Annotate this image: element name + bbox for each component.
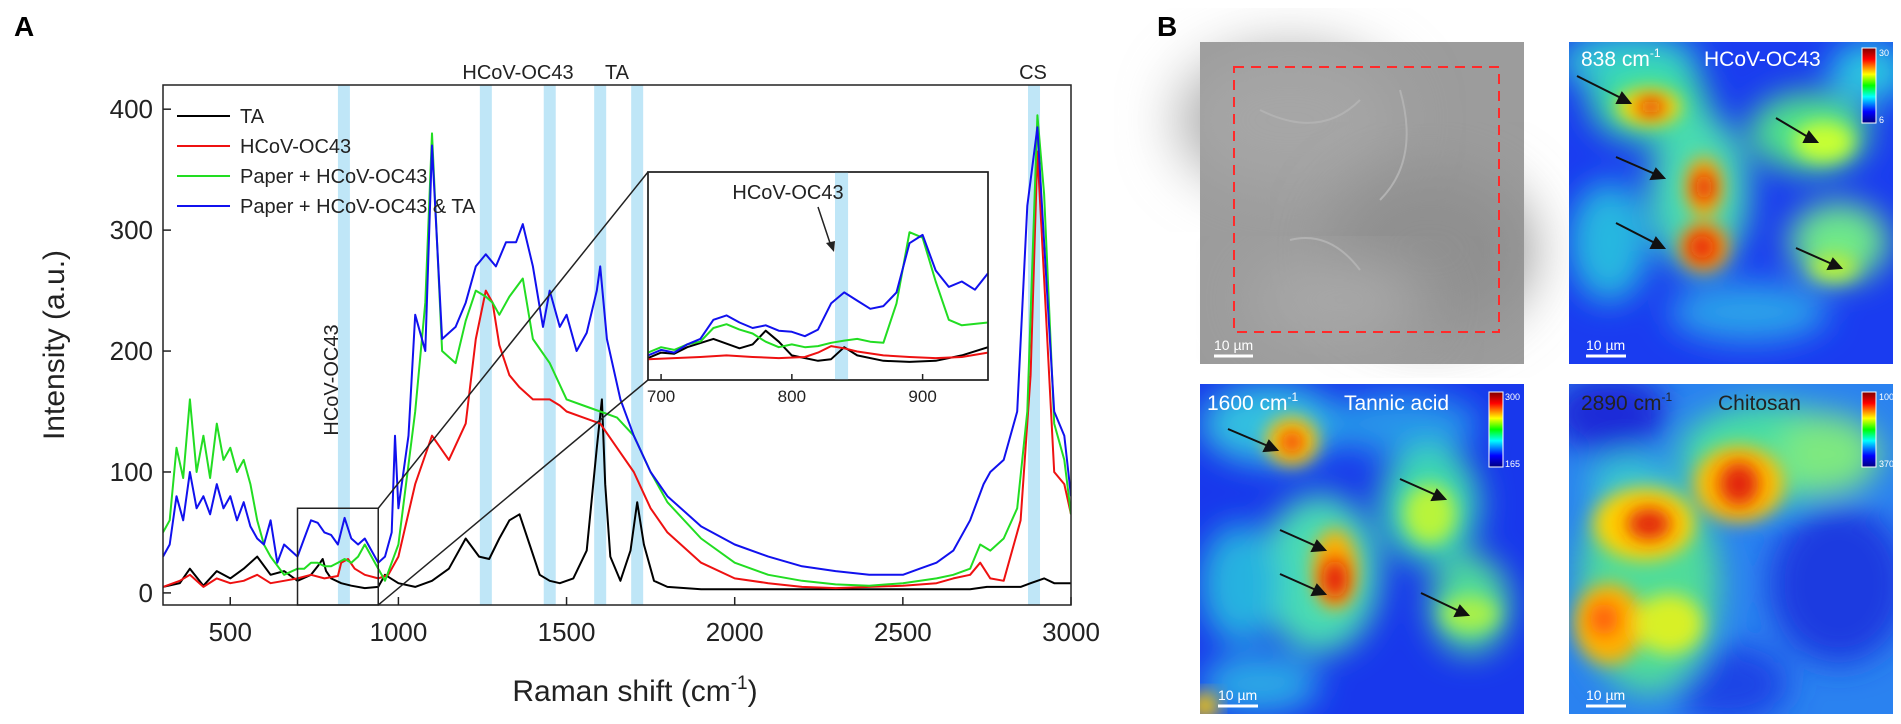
inset-arrow: [817, 206, 832, 247]
x-tick-label: 1000: [369, 617, 427, 647]
map-1600-compound: Tannic acid: [1344, 392, 1449, 415]
map-1600-wavenumber: 1600 cm-1: [1207, 390, 1299, 415]
x-axis-label-main: Raman shift (cm: [512, 675, 730, 708]
highlight-band: [543, 85, 556, 605]
selected-region-box: [1233, 66, 1500, 333]
x-tick-label: 1500: [538, 617, 596, 647]
inset-x-tick-label: 800: [778, 387, 806, 406]
zoom-connector-top: [377, 171, 649, 509]
optical-image: 10 µm: [1180, 42, 1530, 364]
colorbar-2890-max: 1000: [1879, 392, 1899, 402]
zoom-connector-bottom: [377, 379, 649, 606]
panel-b-label: B: [1157, 11, 1177, 42]
x-axis-ticks: 500 1000 1500 2000 2500 3000: [209, 597, 1100, 647]
y-axis-ticks: 0 100 200 300 400: [110, 94, 171, 608]
x-axis-label-close: ): [748, 675, 758, 708]
raman-maps: 10 µm: [1180, 42, 1899, 714]
highlight-band: [1028, 85, 1041, 605]
legend-label-paper-hcov: Paper + HCoV-OC43: [240, 166, 427, 188]
series-line-3: [163, 126, 1071, 576]
y-tick-label: 100: [110, 457, 153, 487]
x-tick-label: 2500: [874, 617, 932, 647]
x-axis-label-sup: -1: [731, 673, 748, 694]
y-tick-label: 300: [110, 215, 153, 245]
inset-series-line-1: [648, 345, 988, 361]
inset-series-line-0: [648, 329, 988, 363]
y-tick-label: 400: [110, 94, 153, 124]
inset-arrow-head: [826, 241, 835, 252]
inset-series-line-3: [648, 233, 988, 357]
inset-x-tick-label: 700: [647, 387, 675, 406]
panel-a-label: A: [14, 11, 34, 42]
map-838: 30 6 838 cm-1 HCoV-OC43 10 µm: [1569, 42, 1893, 364]
colorbar-1600-min: 165: [1505, 459, 1520, 469]
scale-bar-label-2: 10 µm: [1586, 337, 1625, 353]
inset-x-ticks: 700 800 900: [647, 374, 937, 406]
inset-series: [648, 231, 988, 363]
plot-frame: [162, 84, 1072, 606]
legend-item-paper-hcov-ta: Paper + HCoV-OC43 & TA: [177, 196, 476, 218]
x-tick-label: 3000: [1042, 617, 1100, 647]
inset-chart: 700 800 900 HCoV-OC43: [647, 171, 989, 406]
colorbar-1600-max: 300: [1505, 392, 1520, 402]
colorbar-2890-min: 370: [1879, 459, 1894, 469]
band-label-ta: TA: [605, 62, 630, 84]
x-tick-label: 2000: [706, 617, 764, 647]
band-label-left: HCoV-OC43: [321, 324, 343, 435]
map-1600: 300 165 1600 cm-1 Tannic acid 10 µm: [1200, 384, 1524, 714]
legend-label-paper-hcov-ta: Paper + HCoV-OC43 & TA: [240, 196, 476, 218]
legend-item-ta: TA: [177, 106, 265, 128]
highlight-band: [337, 85, 350, 605]
map-2890-wavenumber: 2890 cm-1: [1581, 390, 1673, 415]
y-tick-label: 0: [139, 578, 153, 608]
series-line-0: [163, 398, 1071, 591]
zoom-region-box: [296, 507, 379, 606]
map-838-wavenumber: 838 cm-1: [1581, 46, 1661, 71]
colorbar-838-max: 30: [1879, 48, 1889, 58]
scale-bar-label-1: 10 µm: [1214, 337, 1253, 353]
y-tick-label: 200: [110, 336, 153, 366]
highlight-band: [594, 85, 607, 605]
highlight-bands: [337, 85, 1041, 605]
map-2890: 1000 370 2890 cm-1 Chitosan 10 µm: [1569, 384, 1899, 714]
highlight-band: [479, 85, 492, 605]
x-tick-label: 500: [209, 617, 252, 647]
band-label-cs: CS: [1019, 62, 1047, 84]
series-line-2: [163, 114, 1071, 587]
scale-bar-label-4: 10 µm: [1586, 687, 1625, 703]
legend-item-hcov: HCoV-OC43: [177, 136, 351, 158]
legend-label-ta: TA: [240, 106, 265, 128]
x-axis-label: Raman shift (cm-1): [512, 673, 757, 708]
map-838-compound: HCoV-OC43: [1704, 48, 1821, 71]
spectra-chart: 500 1000 1500 2000 2500 3000 0 100 200 300 400 Ra…: [38, 62, 1100, 708]
inset-highlight-band: [835, 172, 849, 380]
colorbar-2890: [1861, 391, 1877, 468]
colorbar-838: [1861, 47, 1877, 124]
scale-bar-label-3: 10 µm: [1218, 687, 1257, 703]
band-label-top: HCoV-OC43: [462, 62, 573, 84]
colorbar-1600: [1488, 391, 1504, 468]
arrows-838: [1576, 75, 1844, 271]
y-axis-label: Intensity (a.u.): [38, 250, 71, 440]
colorbar-838-min: 6: [1879, 115, 1884, 125]
inset-title: HCoV-OC43: [732, 182, 843, 204]
legend-label-hcov: HCoV-OC43: [240, 136, 351, 158]
arrows-1600: [1227, 428, 1471, 618]
legend: TA HCoV-OC43 Paper + HCoV-OC43 Paper + H…: [177, 106, 476, 218]
map-2890-compound: Chitosan: [1718, 392, 1801, 415]
legend-item-paper-hcov: Paper + HCoV-OC43: [177, 166, 427, 188]
inset-x-tick-label: 900: [908, 387, 936, 406]
